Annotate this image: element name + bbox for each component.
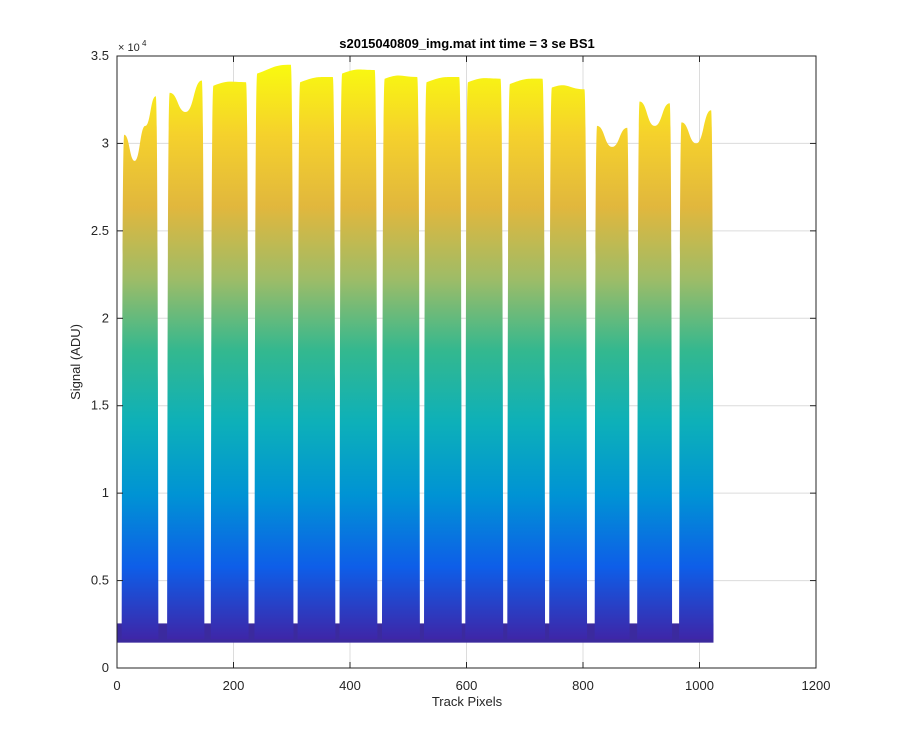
signal-peak xyxy=(210,81,249,640)
signal-peak xyxy=(167,80,205,640)
signal-peak xyxy=(297,76,336,640)
x-tick-label: 400 xyxy=(339,678,361,693)
tick-layer: 0 200 400 600 800 1000 1200 0 0.5 1 1.5 2 2.5 3 3.5 xyxy=(91,48,831,693)
y-tick-label: 3 xyxy=(102,135,109,150)
signal-peak xyxy=(121,96,159,640)
x-axis-label: Track Pixels xyxy=(432,694,503,709)
y-tick-label: 3.5 xyxy=(91,48,109,63)
y-exponent-power: 4 xyxy=(142,39,147,48)
x-tick-label: 200 xyxy=(223,678,245,693)
y-tick-label: 1 xyxy=(102,485,109,500)
signal-peak xyxy=(382,75,420,640)
y-tick-label: 2.5 xyxy=(91,223,109,238)
x-tick-label: 800 xyxy=(572,678,594,693)
chart-title: s2015040809_img.mat int time = 3 se BS1 xyxy=(339,36,594,51)
x-tick-label: 1000 xyxy=(685,678,714,693)
signal-peak xyxy=(679,110,714,640)
signal-peak xyxy=(637,101,673,640)
signal-peak xyxy=(507,78,546,640)
signal-peak xyxy=(424,76,462,640)
y-tick-label: 0.5 xyxy=(91,573,109,588)
signal-peak xyxy=(254,64,294,640)
x-tick-label: 1200 xyxy=(802,678,831,693)
signal-peak xyxy=(549,85,588,640)
signal-peak xyxy=(594,125,630,640)
signal-peak xyxy=(339,69,378,640)
x-tick-label: 600 xyxy=(456,678,478,693)
x-tick-label: 0 xyxy=(113,678,120,693)
signal-peak xyxy=(465,78,504,640)
y-tick-label: 2 xyxy=(102,310,109,325)
y-axis-label: Signal (ADU) xyxy=(68,324,83,400)
data-layer xyxy=(117,64,714,643)
y-exponent-base: × 10 xyxy=(118,42,140,54)
y-tick-label: 0 xyxy=(102,660,109,675)
y-tick-label: 1.5 xyxy=(91,398,109,413)
